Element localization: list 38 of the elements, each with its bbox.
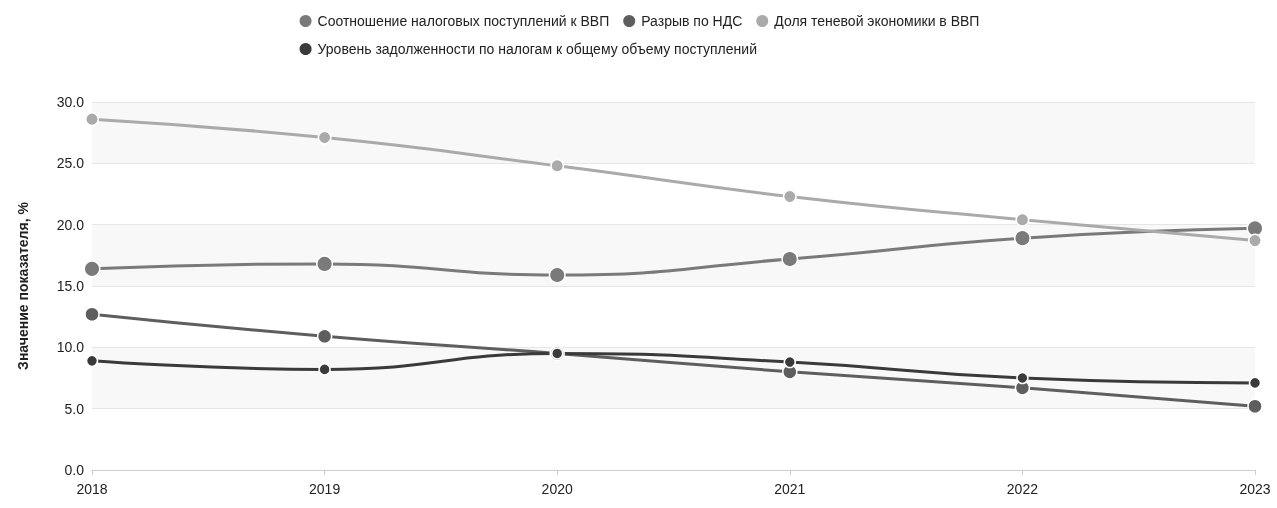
legend-label: Соотношение налоговых поступлений к ВВП xyxy=(317,13,610,29)
point xyxy=(1013,229,1031,247)
point xyxy=(84,306,100,322)
x-tick-label: 2019 xyxy=(309,481,341,497)
point xyxy=(83,260,101,278)
y-tick-label: 25.0 xyxy=(56,155,85,172)
point xyxy=(783,355,797,369)
point xyxy=(316,255,334,273)
point xyxy=(1248,233,1262,248)
point xyxy=(318,363,331,376)
x-tick-label: 2022 xyxy=(1006,481,1039,497)
legend-label: Уровень задолженности по налогам к общему объему поступлений xyxy=(317,41,757,57)
y-axis-title: Значение показателя, % xyxy=(15,201,31,370)
legend-label: Доля теневой экономики в ВВП xyxy=(774,13,980,29)
y-tick-label: 15.0 xyxy=(56,278,85,294)
point xyxy=(1247,398,1263,414)
point xyxy=(1248,376,1262,390)
point xyxy=(316,328,333,345)
y-tick-label: 10.0 xyxy=(56,339,85,356)
y-tick-label: 20.0 xyxy=(56,216,85,233)
x-tick-label: 2020 xyxy=(541,481,573,497)
point xyxy=(85,112,99,127)
point xyxy=(1015,212,1030,227)
point xyxy=(317,130,332,145)
y-tick-label: 0.0 xyxy=(64,462,85,478)
point xyxy=(781,250,799,268)
point xyxy=(782,189,797,204)
point xyxy=(548,266,566,284)
x-tick-label: 2023 xyxy=(1239,481,1271,497)
y-tick-label: 30.0 xyxy=(56,94,85,110)
x-tick-label: 2018 xyxy=(76,481,108,497)
x-tick-label: 2021 xyxy=(774,481,806,497)
point xyxy=(1016,371,1029,385)
point xyxy=(1246,219,1264,237)
point xyxy=(550,158,565,173)
y-tick-label: 5.0 xyxy=(64,400,85,417)
point xyxy=(85,354,99,368)
legend-label: Разрыв по НДС xyxy=(641,13,743,29)
